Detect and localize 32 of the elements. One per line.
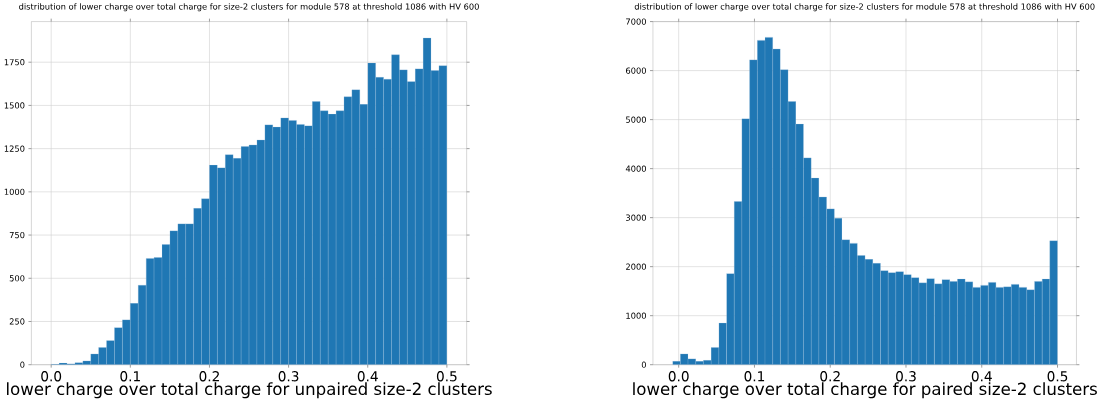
y-tick-label: 7000 <box>626 18 646 25</box>
y-tick-label: 500 <box>9 275 25 282</box>
x-tick-label: 0.4 <box>357 371 378 382</box>
x-tick-label: 0.5 <box>1047 371 1068 382</box>
x-tick-label: 0.3 <box>896 371 916 382</box>
y-tick-label: 6000 <box>626 67 646 74</box>
y-tick-label: 750 <box>9 231 25 239</box>
y-tick-label: 1500 <box>4 102 25 109</box>
y-tick-label: 4000 <box>625 165 646 172</box>
chart-title: distribution of lower charge over total charge for size-2 clusters for module 578 at threshold 1086 with HV 600 <box>634 3 1095 12</box>
y-tick-label: 250 <box>9 318 25 325</box>
x-tick-label: 0.3 <box>278 371 299 382</box>
y-tick-label: 1750 <box>4 59 25 66</box>
y-tick-label: 3000 <box>626 214 646 221</box>
y-tick-label: 0 <box>641 361 646 368</box>
x-tick-label: 0.2 <box>199 371 219 382</box>
x-tick-label: 0.0 <box>668 371 689 382</box>
x-tick-label: 0.2 <box>820 371 840 382</box>
x-tick-label: 0.4 <box>971 371 992 382</box>
x-tick-label: 0.0 <box>41 371 62 382</box>
x-tick-label: 0.1 <box>744 371 765 382</box>
x-tick-label: 0.5 <box>436 371 457 382</box>
y-tick-label: 1000 <box>626 312 646 319</box>
y-tick-label: 1000 <box>4 188 25 196</box>
x-axis-title: lower charge over total charge for paired size-2 clusters <box>633 382 1097 399</box>
x-tick-label: 0.1 <box>120 371 140 382</box>
chart-title: distribution of lower charge over total charge for size-2 clusters for module 578 at threshold 1086 with HV 600 <box>19 3 479 12</box>
x-axis-title: lower charge over total charge for unpaired size-2 clusters <box>7 382 492 399</box>
y-tick-label: 0 <box>20 361 25 368</box>
y-tick-label: 2000 <box>626 263 646 270</box>
y-tick-label: 1250 <box>4 145 25 152</box>
y-tick-label: 5000 <box>626 116 646 123</box>
